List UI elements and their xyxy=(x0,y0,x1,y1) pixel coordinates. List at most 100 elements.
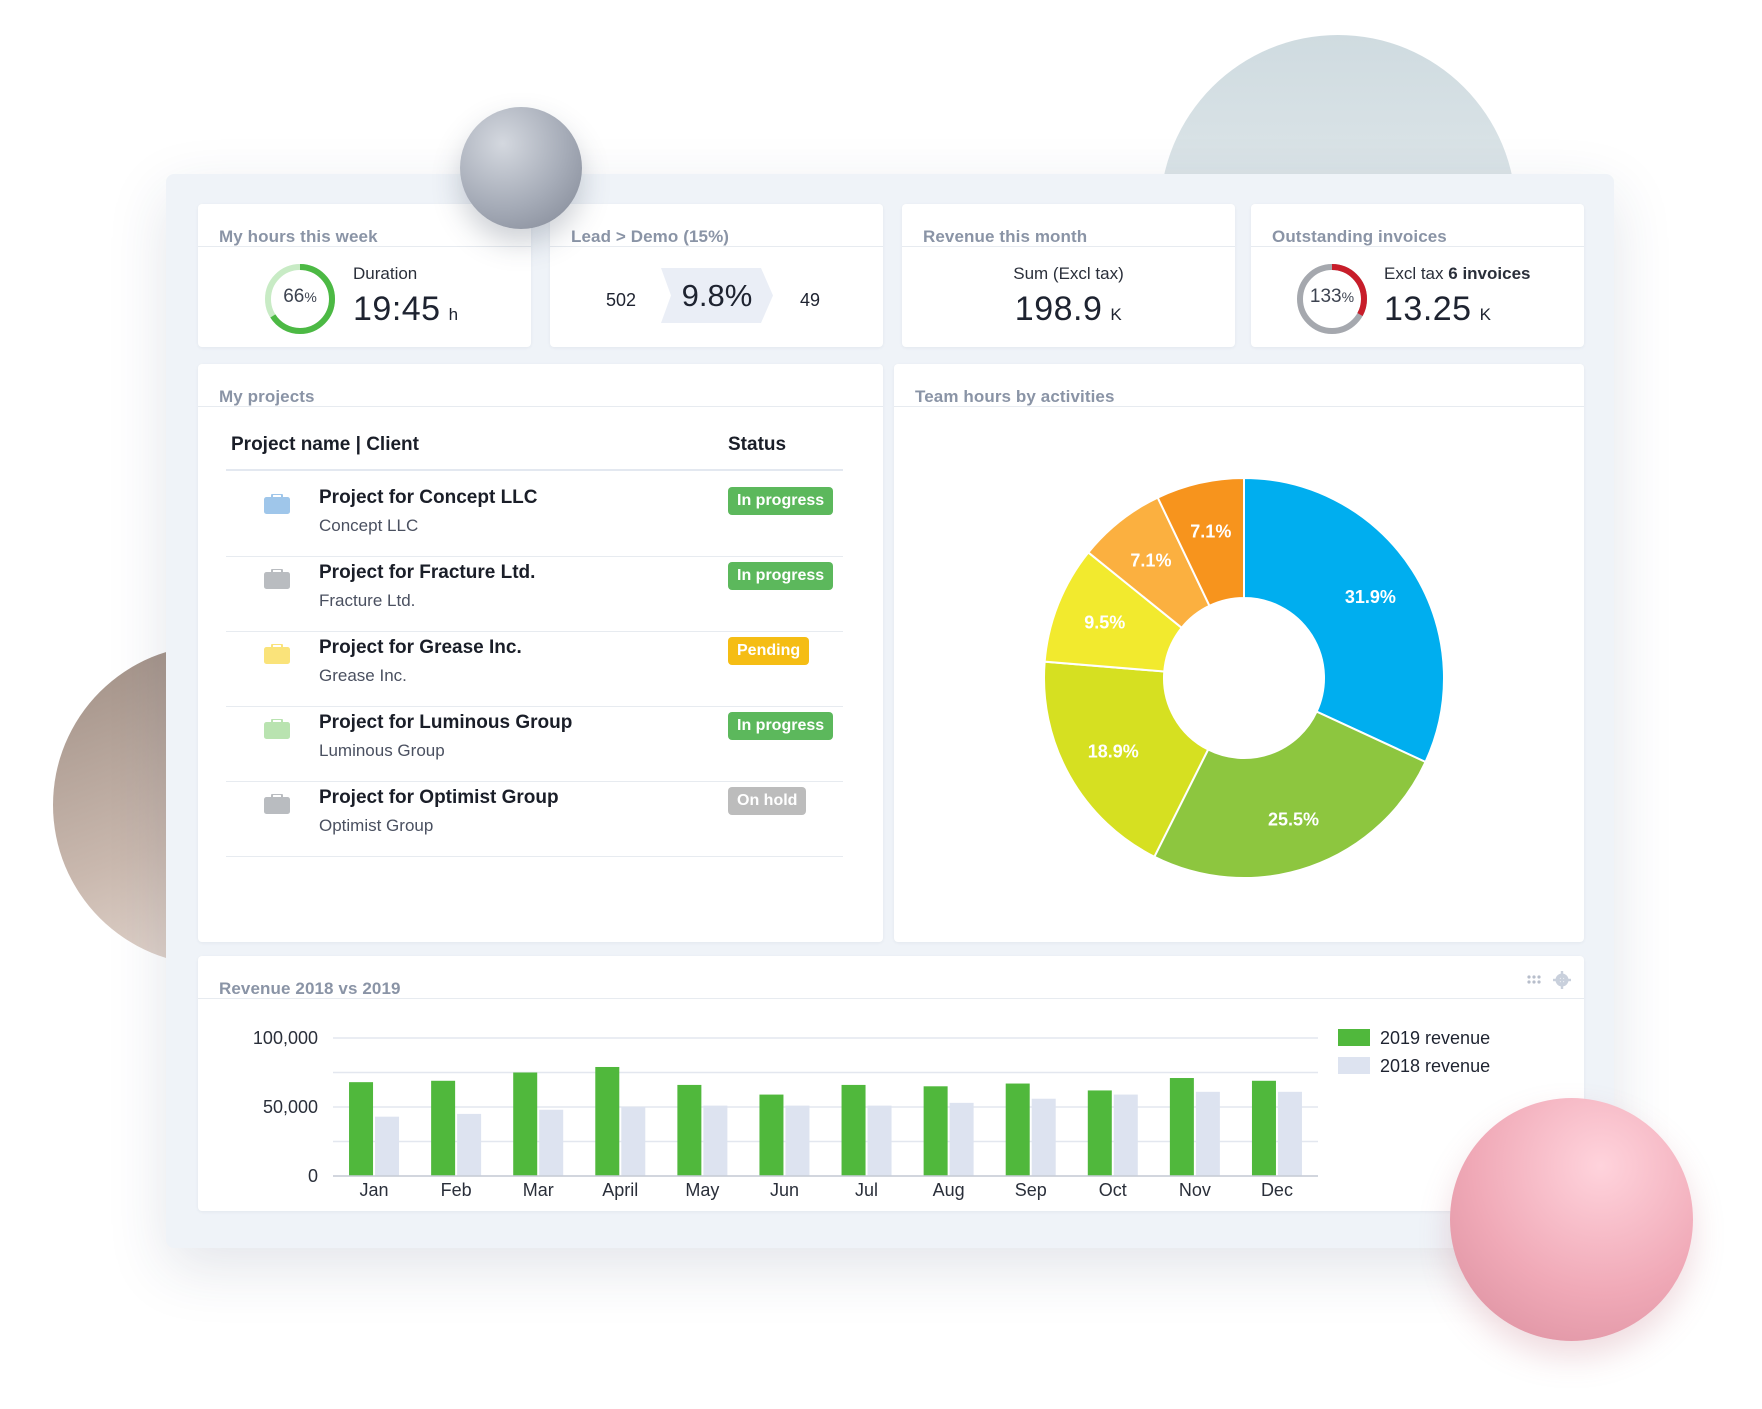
legend-swatch xyxy=(1338,1029,1370,1046)
kpi-caption: Duration xyxy=(353,264,418,283)
donut-slice[interactable] xyxy=(1243,476,1445,764)
bar-2018[interactable] xyxy=(785,1105,810,1176)
slice-label: 9.5% xyxy=(1084,612,1125,632)
kpi-caption: Excl tax 6 invoices xyxy=(1384,264,1531,283)
card-title: Team hours by activities xyxy=(915,387,1115,406)
card-title: Revenue 2018 vs 2019 xyxy=(219,979,401,998)
bar-2018[interactable] xyxy=(1113,1094,1138,1176)
project-name[interactable]: Project for Grease Inc. xyxy=(319,637,522,658)
donut-chart: 31.9% 25.5% 18.9% 9.5% 7.1% 7.1% xyxy=(1043,476,1445,879)
bar-2019[interactable] xyxy=(595,1066,620,1176)
bar-2018[interactable] xyxy=(1277,1091,1302,1176)
y-tick-label: 100,000 xyxy=(253,1028,318,1048)
bar-2019[interactable] xyxy=(923,1086,948,1176)
x-tick-label: May xyxy=(685,1180,719,1200)
bar-2019[interactable] xyxy=(349,1082,374,1176)
status-badge: In progress xyxy=(728,487,834,515)
x-tick-label: April xyxy=(602,1180,638,1200)
bar-2018[interactable] xyxy=(457,1113,482,1176)
briefcase-icon xyxy=(264,569,290,589)
project-name[interactable]: Project for Luminous Group xyxy=(319,712,573,733)
bar-2019[interactable] xyxy=(1005,1083,1030,1176)
divider xyxy=(550,246,883,247)
gear-icon[interactable] xyxy=(1553,971,1571,989)
drag-handle-icon[interactable] xyxy=(1527,975,1541,984)
slice-label: 18.9% xyxy=(1088,741,1139,761)
bar-chart: 100,000 50,000 0 Jan Feb Mar April May Jun Jul Aug… xyxy=(253,1028,1490,1200)
x-tick-label: Mar xyxy=(523,1180,554,1200)
donut-slice[interactable] xyxy=(1152,710,1427,879)
x-tick-label: Nov xyxy=(1179,1180,1211,1200)
bar-2019[interactable] xyxy=(431,1080,456,1176)
progress-ring xyxy=(265,264,335,334)
bar-2018[interactable] xyxy=(621,1107,646,1176)
card-tools xyxy=(1527,971,1571,989)
kpi-card-hours[interactable]: My hours this week 66% Duration 19:45 h xyxy=(198,204,531,347)
decorative-sphere-grey xyxy=(460,107,582,229)
project-client: Fracture Ltd. xyxy=(319,591,416,610)
slice-label: 25.5% xyxy=(1268,810,1319,830)
bar-2018[interactable] xyxy=(1195,1091,1220,1176)
divider xyxy=(198,246,531,247)
kpi-card-lead-demo[interactable]: Lead > Demo (15%) 502 9.8% 49 xyxy=(550,204,883,347)
bar-2018[interactable] xyxy=(867,1105,892,1176)
project-row[interactable]: Project for Fracture Ltd. Fracture Ltd. In… xyxy=(226,547,843,632)
bar-2019[interactable] xyxy=(1169,1078,1194,1176)
slice-label: 31.9% xyxy=(1345,587,1396,607)
divider xyxy=(902,246,1235,247)
donut-slice[interactable] xyxy=(1043,660,1210,859)
column-header-status[interactable]: Status xyxy=(728,434,787,455)
legend-swatch xyxy=(1338,1057,1370,1074)
divider xyxy=(198,998,1584,999)
status-badge: Pending xyxy=(728,637,810,665)
status-badge: On hold xyxy=(728,787,807,815)
bar-2018[interactable] xyxy=(949,1102,974,1176)
kpi-title: Revenue this month xyxy=(923,227,1088,246)
slice-label: 7.1% xyxy=(1190,522,1231,542)
bar-2019[interactable] xyxy=(841,1084,866,1176)
legend-label[interactable]: 2018 revenue xyxy=(1380,1056,1490,1076)
legend-label[interactable]: 2019 revenue xyxy=(1380,1028,1490,1048)
x-tick-label: Jun xyxy=(770,1180,799,1200)
project-name[interactable]: Project for Fracture Ltd. xyxy=(319,562,536,583)
donut-slice[interactable] xyxy=(1156,476,1245,608)
bar-2019[interactable] xyxy=(1251,1080,1276,1176)
projects-card: My projects Project name | Client Status… xyxy=(198,364,883,942)
column-header-name[interactable]: Project name | Client xyxy=(231,434,419,455)
y-tick-label: 0 xyxy=(308,1166,318,1186)
kpi-value: 198.9 K xyxy=(1014,290,1123,328)
bar-2019[interactable] xyxy=(759,1094,784,1176)
project-row[interactable]: Project for Optimist Group Optimist Group… xyxy=(226,772,843,857)
kpi-caption: Sum (Excl tax) xyxy=(1013,264,1124,283)
bar-2019[interactable] xyxy=(513,1072,538,1177)
progress-ring xyxy=(1297,264,1367,334)
slice-label: 7.1% xyxy=(1130,550,1171,570)
briefcase-icon xyxy=(264,644,290,664)
card-title: My projects xyxy=(219,387,315,406)
x-tick-label: Sep xyxy=(1015,1180,1047,1200)
decorative-sphere-pink xyxy=(1450,1098,1693,1341)
bar-2018[interactable] xyxy=(1031,1098,1056,1176)
funnel-arrow-icon xyxy=(661,268,773,323)
bar-2019[interactable] xyxy=(677,1084,702,1176)
divider xyxy=(1251,246,1584,247)
status-badge: In progress xyxy=(728,562,834,590)
kpi-title: Outstanding invoices xyxy=(1272,227,1447,246)
bar-2018[interactable] xyxy=(539,1109,564,1176)
x-tick-label: Oct xyxy=(1099,1180,1127,1200)
project-row[interactable]: Project for Grease Inc. Grease Inc. Pendin… xyxy=(226,622,843,707)
bar-2018[interactable] xyxy=(375,1116,400,1176)
briefcase-icon xyxy=(264,494,290,514)
project-row[interactable]: Project for Concept LLC Concept LLC In pro… xyxy=(226,472,843,557)
project-name[interactable]: Project for Concept LLC xyxy=(319,487,538,508)
project-client: Concept LLC xyxy=(319,516,419,535)
kpi-card-invoices[interactable]: Outstanding invoices 133% Excl tax 6 inv… xyxy=(1251,204,1584,347)
kpi-card-revenue[interactable]: Revenue this month Sum (Excl tax) 198.9 K xyxy=(902,204,1235,347)
briefcase-icon xyxy=(264,794,290,814)
y-tick-label: 50,000 xyxy=(263,1097,318,1117)
bar-2019[interactable] xyxy=(1087,1090,1112,1176)
project-row[interactable]: Project for Luminous Group Luminous Group… xyxy=(226,697,843,782)
project-name[interactable]: Project for Optimist Group xyxy=(319,787,559,808)
dashboard: My hours this week 66% Duration 19:45 h L… xyxy=(166,174,1614,1248)
bar-2018[interactable] xyxy=(703,1105,728,1176)
